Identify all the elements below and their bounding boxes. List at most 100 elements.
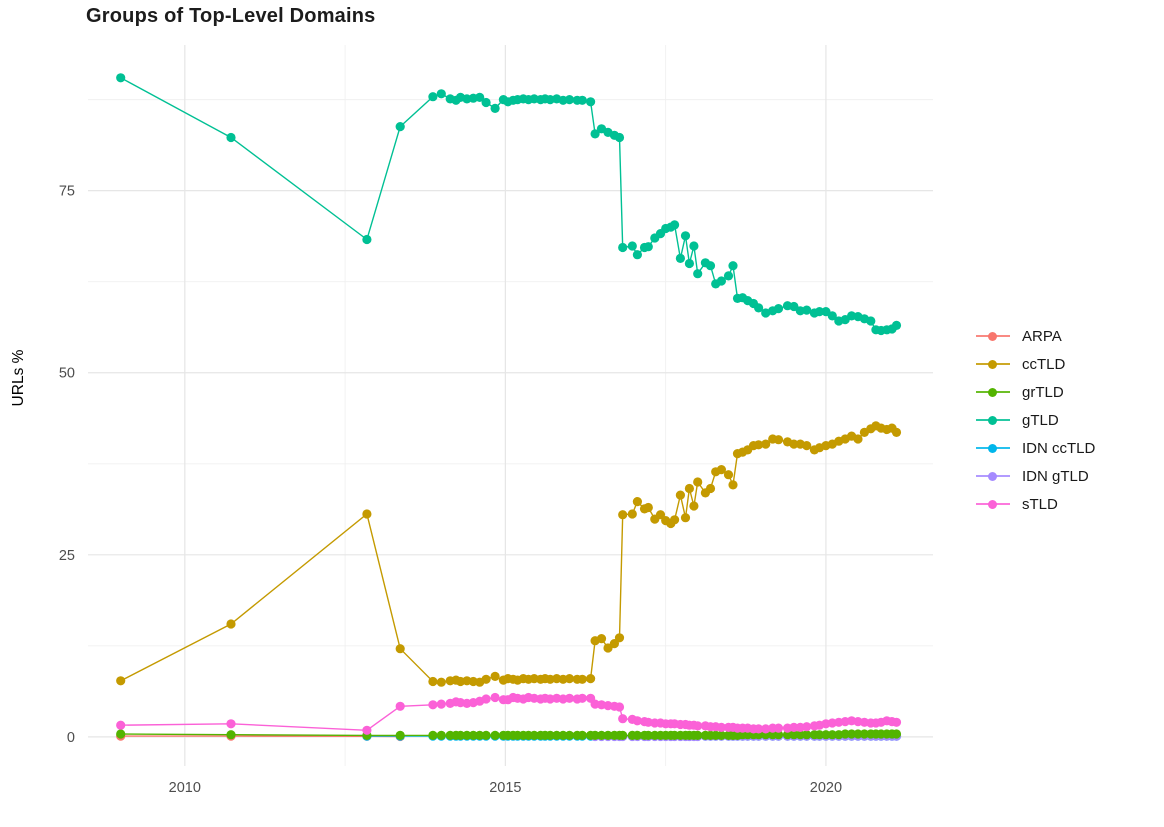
series-point-cctld	[684, 483, 695, 494]
series-point-cctld	[723, 470, 734, 480]
series-point-stld	[395, 701, 405, 711]
series-point-gtld	[716, 276, 727, 286]
series-point-gtld	[618, 242, 628, 253]
legend-item-stld: sTLD	[976, 490, 1095, 518]
series-point-grtld	[428, 730, 438, 741]
series-point-gtld	[891, 320, 902, 330]
series-point-cctld	[395, 644, 405, 654]
series-point-grtld	[802, 730, 812, 740]
series-point-cctld	[481, 674, 491, 684]
series-point-gtld	[586, 97, 596, 107]
series-point-grtld	[693, 730, 703, 741]
series-point-grtld	[643, 730, 653, 741]
series-point-gtld	[627, 241, 637, 251]
series-point-stld	[577, 693, 587, 703]
series-point-gtld	[680, 231, 691, 241]
series-point-cctld	[428, 676, 438, 687]
series-point-stld	[362, 725, 372, 735]
series-point-stld	[226, 719, 236, 729]
series-point-stld	[716, 722, 727, 733]
legend-item-cctld: ccTLD	[976, 350, 1095, 378]
series-point-grtld	[847, 729, 857, 739]
series-point-stld	[693, 721, 703, 731]
series-point-gtld	[689, 241, 699, 251]
series-point-cctld	[675, 490, 686, 500]
series-point-cctld	[627, 509, 637, 519]
series-point-cctld	[632, 497, 643, 507]
series-point-grtld	[395, 730, 405, 741]
series-point-grtld	[116, 729, 126, 739]
series-point-grtld	[481, 730, 491, 741]
x-tick-label: 2020	[810, 780, 842, 796]
series-point-cctld	[577, 674, 587, 684]
series-point-grtld	[632, 730, 643, 741]
legend-label: gTLD	[1022, 411, 1059, 429]
series-point-cctld	[655, 510, 666, 520]
series-point-cctld	[643, 502, 653, 513]
series-point-gtld	[643, 242, 653, 252]
series-point-gtld	[226, 132, 236, 143]
series-point-grtld	[821, 730, 831, 740]
series-point-gtld	[684, 258, 695, 269]
legend-key-icon	[976, 331, 1010, 342]
series-point-gtld	[564, 95, 575, 105]
y-tick-label: 25	[59, 548, 75, 564]
series-point-gtld	[814, 307, 825, 317]
series-point-grtld	[773, 730, 784, 740]
series-point-grtld	[795, 730, 805, 740]
series-point-gtld	[428, 92, 438, 102]
series-point-stld	[436, 699, 446, 709]
legend-key-icon	[976, 499, 1010, 510]
series-point-grtld	[468, 730, 478, 741]
series-point-gtld	[436, 89, 446, 99]
series-point-stld	[754, 724, 764, 734]
series-point-cctld	[705, 483, 716, 494]
series-point-stld	[481, 694, 491, 704]
series-point-grtld	[552, 730, 562, 741]
legend-key-icon	[976, 443, 1010, 454]
series-point-gtld	[802, 305, 812, 315]
series-point-gtld	[705, 261, 716, 271]
series-point-grtld	[590, 730, 600, 741]
series-point-gtld	[675, 253, 686, 263]
series-point-gtld	[481, 97, 491, 108]
legend-label: ARPA	[1022, 327, 1062, 345]
series-point-stld	[618, 714, 628, 724]
legend-key-icon	[976, 415, 1010, 426]
chart-title: Groups of Top-Level Domains	[86, 5, 376, 27]
series-point-gtld	[827, 311, 837, 321]
series-point-grtld	[577, 730, 587, 741]
series-point-cctld	[490, 671, 500, 682]
y-tick-label: 0	[67, 730, 75, 746]
series-point-grtld	[853, 729, 863, 739]
series-point-cctld	[761, 439, 771, 449]
series-point-gtld	[693, 269, 703, 279]
series-point-grtld	[596, 730, 607, 741]
series-point-stld	[116, 720, 126, 730]
series-point-gtld	[490, 103, 500, 113]
legend-label: IDN gTLD	[1022, 467, 1089, 485]
series-point-grtld	[436, 730, 446, 741]
series-point-cctld	[789, 439, 799, 449]
series-point-cctld	[802, 441, 812, 451]
series-point-cctld	[754, 440, 764, 450]
series-point-cctld	[693, 477, 703, 487]
legend-item-grtld: grTLD	[976, 378, 1095, 406]
series-point-cctld	[564, 674, 575, 684]
series-point-grtld	[814, 730, 825, 740]
series-point-cctld	[596, 634, 607, 644]
series-point-stld	[614, 702, 625, 712]
x-tick-label: 2015	[489, 780, 521, 796]
series-point-cctld	[670, 515, 680, 525]
series-point-gtld	[614, 132, 625, 143]
y-tick-label: 75	[59, 184, 75, 200]
series-point-cctld	[773, 435, 784, 445]
series-point-cctld	[226, 619, 236, 629]
series-point-gtld	[577, 95, 587, 105]
series-point-grtld	[603, 730, 613, 741]
series-point-cctld	[116, 676, 126, 686]
series-point-grtld	[716, 730, 727, 741]
series-point-grtld	[226, 730, 236, 740]
series-point-gtld	[723, 271, 734, 281]
series-point-gtld	[670, 220, 680, 230]
